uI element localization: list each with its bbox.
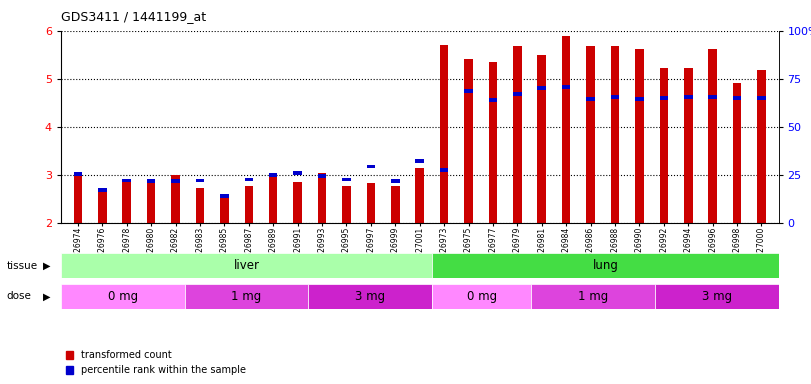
Text: 1 mg: 1 mg [577, 290, 608, 303]
Bar [245, 186, 253, 223]
Bar [367, 184, 375, 223]
Bar [98, 188, 106, 192]
Bar [757, 70, 766, 223]
Bar [432, 284, 531, 309]
Bar [432, 253, 779, 278]
Bar [635, 49, 644, 223]
Text: GDS3411 / 1441199_at: GDS3411 / 1441199_at [61, 10, 206, 23]
Bar [391, 186, 400, 223]
Bar [538, 86, 546, 90]
Bar [757, 96, 766, 100]
Bar [562, 86, 570, 89]
Text: lung: lung [592, 260, 618, 272]
Bar [269, 173, 277, 177]
Bar [586, 46, 594, 223]
Bar [367, 165, 375, 169]
Bar [220, 195, 229, 223]
Bar [342, 177, 350, 182]
Bar [562, 36, 570, 223]
Bar [98, 192, 106, 223]
Bar [531, 284, 654, 309]
Bar [635, 97, 644, 101]
Bar [513, 46, 521, 223]
Bar [294, 182, 302, 223]
Text: 1 mg: 1 mg [231, 290, 262, 303]
Text: tissue: tissue [6, 261, 37, 271]
Bar [464, 59, 473, 223]
Bar [415, 167, 424, 223]
Bar [513, 92, 521, 96]
Legend: transformed count, percentile rank within the sample: transformed count, percentile rank withi… [66, 351, 247, 375]
Bar [538, 55, 546, 223]
Text: ▶: ▶ [43, 291, 50, 301]
Text: 0 mg: 0 mg [466, 290, 496, 303]
Bar [611, 46, 620, 223]
Bar [415, 159, 424, 163]
Bar [318, 173, 326, 223]
Bar [308, 284, 432, 309]
Bar [195, 179, 204, 182]
Bar [586, 98, 594, 101]
Bar [195, 188, 204, 223]
Bar [74, 172, 82, 176]
Bar [61, 253, 432, 278]
Bar [684, 95, 693, 99]
Bar [489, 98, 497, 102]
Text: liver: liver [234, 260, 260, 272]
Bar [269, 173, 277, 223]
Bar [611, 95, 620, 99]
Bar [659, 68, 668, 223]
Bar [74, 175, 82, 223]
Text: dose: dose [6, 291, 32, 301]
Bar [440, 168, 448, 172]
Bar [708, 49, 717, 223]
Bar [654, 284, 779, 309]
Bar [294, 171, 302, 175]
Bar [185, 284, 308, 309]
Bar [440, 45, 448, 223]
Bar [733, 83, 741, 223]
Bar [489, 62, 497, 223]
Bar [61, 284, 185, 309]
Bar [171, 179, 180, 183]
Bar [342, 186, 350, 223]
Text: 0 mg: 0 mg [108, 290, 138, 303]
Bar [245, 177, 253, 182]
Text: 3 mg: 3 mg [702, 290, 732, 303]
Text: 3 mg: 3 mg [355, 290, 385, 303]
Bar [122, 182, 131, 223]
Bar [684, 68, 693, 223]
Bar [171, 175, 180, 223]
Bar [733, 96, 741, 100]
Bar [147, 179, 156, 183]
Bar [708, 95, 717, 99]
Bar [220, 194, 229, 198]
Bar [122, 179, 131, 182]
Bar [147, 180, 156, 223]
Bar [659, 96, 668, 100]
Bar [318, 174, 326, 178]
Bar [391, 179, 400, 183]
Text: ▶: ▶ [43, 261, 50, 271]
Bar [464, 89, 473, 93]
